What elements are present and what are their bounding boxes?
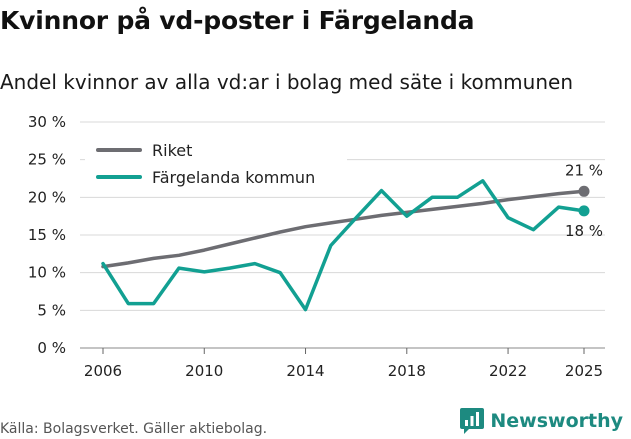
x-tick-label: 2022 [489,362,527,380]
chart-subtitle: Andel kvinnor av alla vd:ar i bolag med … [0,70,573,94]
brand-name: Newsworthy [490,410,623,432]
y-tick-label: 25 % [28,151,66,169]
legend-label-kommun: Färgelanda kommun [152,168,315,187]
line-chart: 0 % 5 % 10 % 15 % 20 % 25 % 30 % 2006 2010 2014 2… [28,113,605,380]
end-label-kommun: 18 % [565,222,603,240]
legend-label-riket: Riket [152,141,192,160]
y-tick-label: 15 % [28,226,66,244]
y-tick-label: 10 % [28,264,66,282]
y-tick-label: 20 % [28,188,66,206]
chart-title: Kvinnor på vd-poster i Färgelanda [0,6,475,35]
y-tick-label: 0 % [37,339,66,357]
x-tick-label: 2006 [84,362,122,380]
x-tick-label: 2010 [185,362,223,380]
end-point-riket [578,185,590,197]
legend-box [85,132,347,194]
y-tick-label: 5 % [37,301,66,319]
y-tick-label: 30 % [28,113,66,131]
end-label-riket: 21 % [565,161,603,179]
newsworthy-logo-icon [460,408,485,434]
x-tick-label: 2014 [286,362,324,380]
series-line-kommun [101,179,586,312]
x-tick-label: 2025 [565,362,603,380]
series-line-riket [101,189,586,269]
end-point-kommun [578,205,590,217]
source-note: Källa: Bolagsverket. Gäller aktiebolag. [0,421,268,437]
brand-logo: Newsworthy [460,408,623,434]
x-tick-label: 2018 [388,362,426,380]
